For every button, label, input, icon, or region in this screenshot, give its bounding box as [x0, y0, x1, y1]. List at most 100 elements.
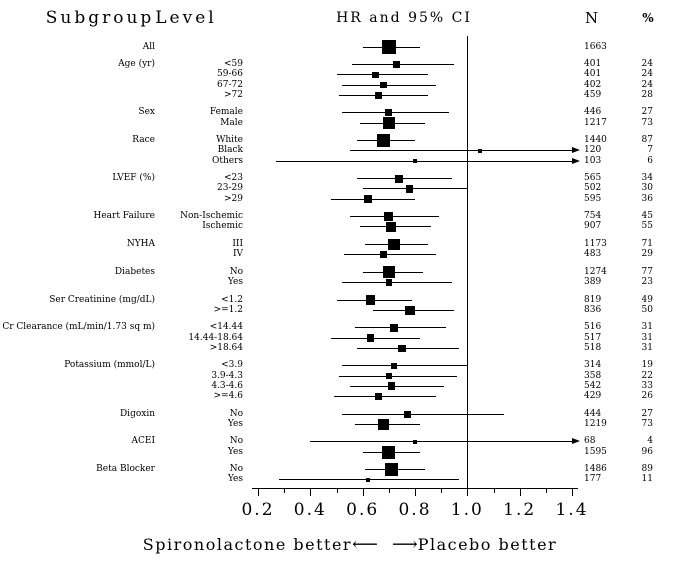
subgroup-label: Sex — [138, 107, 155, 118]
percent-value: 73 — [641, 117, 653, 128]
level-label: III — [232, 239, 243, 249]
n-value: 103 — [584, 155, 602, 166]
percent-value: 96 — [641, 446, 653, 457]
ci-line — [354, 327, 447, 329]
level-label: >18.64 — [209, 342, 243, 353]
axis-tick-major — [519, 488, 521, 496]
hr-marker — [374, 393, 382, 400]
ci-line — [339, 94, 429, 96]
hr-marker — [388, 238, 400, 251]
n-value: 1663 — [584, 41, 607, 52]
hr-marker — [385, 463, 398, 477]
n-value: 1219 — [584, 418, 607, 429]
axis-tick-label: 1.2 — [503, 500, 537, 520]
level-label: 4.3-4.6 — [211, 380, 243, 391]
n-value: 516 — [584, 322, 602, 333]
ci-line — [349, 150, 573, 152]
hr-marker — [478, 148, 483, 153]
hr-marker — [382, 266, 395, 279]
percent-value: 50 — [641, 304, 653, 315]
percent-value: 26 — [641, 391, 653, 401]
n-value: 565 — [584, 173, 602, 184]
percent-value: 31 — [641, 322, 653, 333]
hr-marker — [403, 410, 411, 418]
level-label: <23 — [224, 173, 243, 184]
percent-value: 49 — [641, 294, 653, 305]
subgroup-label: Diabetes — [114, 266, 155, 277]
hr-marker — [377, 418, 390, 431]
hr-marker — [382, 40, 396, 54]
n-value: 68 — [584, 436, 596, 447]
hr-marker — [384, 212, 394, 222]
ci-line — [339, 375, 457, 377]
hr-marker — [383, 117, 395, 129]
level-label: 23-29 — [217, 183, 243, 194]
n-value: 1217 — [584, 117, 607, 128]
ci-line — [352, 64, 455, 66]
n-value: 819 — [584, 294, 602, 305]
n-value: 401 — [584, 69, 602, 80]
level-label: 14.44-18.64 — [188, 332, 243, 343]
percent-value: 24 — [641, 69, 653, 80]
hr-marker — [413, 439, 417, 444]
percent-value: 6 — [647, 155, 653, 166]
hr-marker — [398, 344, 406, 353]
n-value: 483 — [584, 249, 602, 260]
subgroup-label: Cr Clearance (mL/min/1.73 sq m) — [2, 322, 155, 333]
level-label: Yes — [227, 446, 243, 457]
n-value: 402 — [584, 79, 602, 90]
axis-tick-major — [258, 488, 259, 496]
level-label: Female — [209, 107, 243, 118]
n-value: 177 — [584, 474, 602, 485]
percent-value: 33 — [641, 380, 653, 391]
percent-value: 55 — [641, 221, 653, 232]
axis-tick-minor — [336, 488, 338, 493]
level-label: Yes — [227, 474, 243, 485]
arrow-right-icon — [572, 438, 580, 445]
level-label: No — [229, 464, 243, 475]
subgroup-label: NYHA — [126, 239, 155, 249]
ci-line — [333, 396, 436, 397]
n-value: 389 — [584, 277, 602, 287]
percent-value: 19 — [641, 360, 653, 371]
hr-marker — [382, 445, 396, 459]
ci-line — [344, 254, 436, 256]
hr-marker — [365, 295, 376, 305]
level-label: <1.2 — [221, 294, 243, 305]
hr-marker — [386, 221, 397, 232]
subgroup-label: LVEF (%) — [112, 173, 155, 184]
level-label: >=1.2 — [213, 304, 243, 315]
n-value: 446 — [584, 107, 602, 118]
hr-marker — [395, 174, 404, 183]
hr-marker — [385, 372, 392, 380]
percent-value: 22 — [641, 370, 653, 381]
right-arrow-icon: ⟶ — [391, 534, 418, 555]
percent-value: 77 — [641, 266, 653, 277]
level-label: No — [229, 266, 243, 277]
ci-line — [276, 160, 573, 162]
hr-marker — [366, 334, 375, 342]
hr-marker — [404, 305, 415, 316]
n-value: 1595 — [584, 446, 607, 457]
subgroup-label: Digoxin — [119, 408, 155, 419]
hr-marker — [379, 251, 388, 259]
hr-marker — [377, 134, 390, 147]
subgroup-label: Race — [132, 135, 155, 146]
ci-line — [357, 178, 452, 180]
axis-tick-label: 1.4 — [555, 500, 589, 520]
ci-line — [341, 413, 504, 415]
n-value: 595 — [584, 193, 602, 204]
n-value: 502 — [584, 183, 602, 194]
percent-value: 89 — [641, 464, 653, 475]
hr-marker — [374, 91, 382, 99]
level-label: <59 — [224, 59, 243, 70]
subgroup-label: Beta Blocker — [96, 464, 155, 475]
percent-value: 73 — [641, 418, 653, 429]
n-value: 120 — [584, 145, 602, 156]
level-label: Yes — [227, 277, 243, 287]
ci-line — [310, 441, 573, 443]
axis-tick-major — [310, 488, 312, 496]
n-value: 429 — [584, 391, 602, 401]
